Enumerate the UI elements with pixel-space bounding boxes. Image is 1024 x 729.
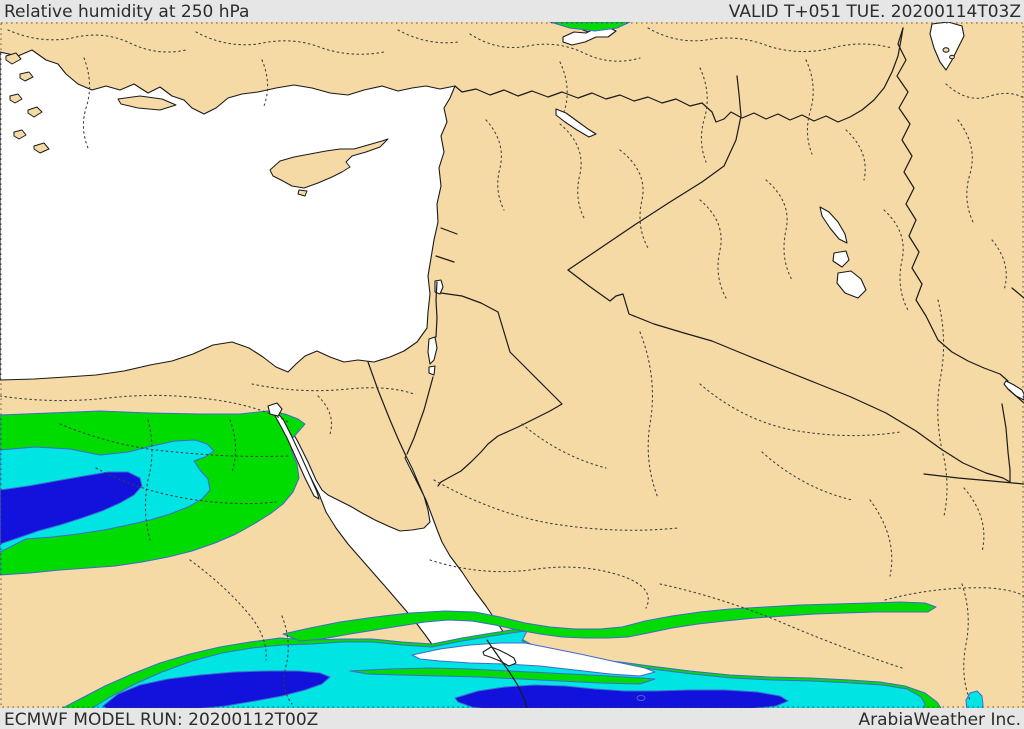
map-layers <box>0 22 1024 708</box>
rh-cyan-blob-right <box>965 690 984 708</box>
red-sea-islets <box>482 646 517 667</box>
urmia-island-2 <box>949 54 955 60</box>
gulf-of-suez <box>273 411 320 500</box>
nile-delta-lagoon <box>267 402 283 417</box>
aegean-islands <box>5 52 50 154</box>
border-syria-jordan <box>440 292 499 313</box>
footer-background <box>0 708 1024 729</box>
rh-green-wisp-top <box>549 22 631 32</box>
rh-south-green-strip <box>349 667 656 685</box>
map-title: Relative humidity at 250 hPa <box>4 2 249 22</box>
admin-boundaries <box>0 27 1024 705</box>
rh-green-ribbon <box>282 601 937 642</box>
rh-blue-core-west <box>102 670 331 708</box>
rh-upper-blue <box>0 471 143 545</box>
water-bodies <box>0 22 1024 708</box>
border-saudi-kuwait <box>923 473 1024 485</box>
border-iraq-saudi <box>567 269 1011 483</box>
red-sea-coast-overlay <box>486 639 528 708</box>
header-bar: Relative humidity at 250 hPa VALID T+051… <box>0 0 1024 22</box>
mediterranean-sea <box>0 49 456 381</box>
border-syria-iraq <box>567 75 742 271</box>
dead-sea <box>427 336 438 365</box>
rh-band-upper <box>0 402 320 576</box>
lake-tuz <box>555 108 597 138</box>
border-jordan-river <box>435 281 438 338</box>
header-background <box>0 0 1024 22</box>
footer-bar: ECMWF MODEL RUN: 20200112T00Z ArabiaWeat… <box>0 708 1024 729</box>
rh-dry-gap-white <box>411 642 656 677</box>
map-neatline <box>0 22 1024 708</box>
rhodes-island <box>117 95 177 111</box>
border-iran-iraq <box>896 27 1009 382</box>
rh-blue-dot <box>636 695 646 701</box>
border-turkey-south <box>454 27 904 123</box>
model-run-label: ECMWF MODEL RUN: 20200112T00Z <box>4 710 318 729</box>
country-borders <box>367 27 1024 487</box>
dead-sea-south-basin <box>428 365 436 376</box>
border-lebanon-north <box>440 227 458 235</box>
border-jordan-saudi <box>437 311 563 487</box>
border-lebanon-south <box>435 255 455 263</box>
iraqi-lakes <box>819 206 867 299</box>
gulf-coast-segment <box>1007 388 1024 404</box>
border-egypt-israel <box>367 361 407 457</box>
attribution-label: ArabiaWeather Inc. <box>859 710 1022 729</box>
cyprus-island <box>269 138 389 189</box>
lake-van <box>562 26 617 46</box>
border-kuwait-west <box>1001 403 1011 483</box>
valid-time-label: VALID T+051 TUE. 20200114T03Z <box>729 2 1021 22</box>
lake-urmia <box>929 22 965 71</box>
urmia-island <box>942 47 950 53</box>
border-israel-jordan-arava <box>406 376 434 455</box>
rh-band-south <box>61 22 984 708</box>
iran-coast-corner <box>1011 287 1024 299</box>
cyprus-south-islet <box>297 189 308 197</box>
rh-blue-core-central <box>454 684 789 708</box>
persian-gulf-tip <box>1003 380 1024 401</box>
red-sea <box>275 411 545 708</box>
